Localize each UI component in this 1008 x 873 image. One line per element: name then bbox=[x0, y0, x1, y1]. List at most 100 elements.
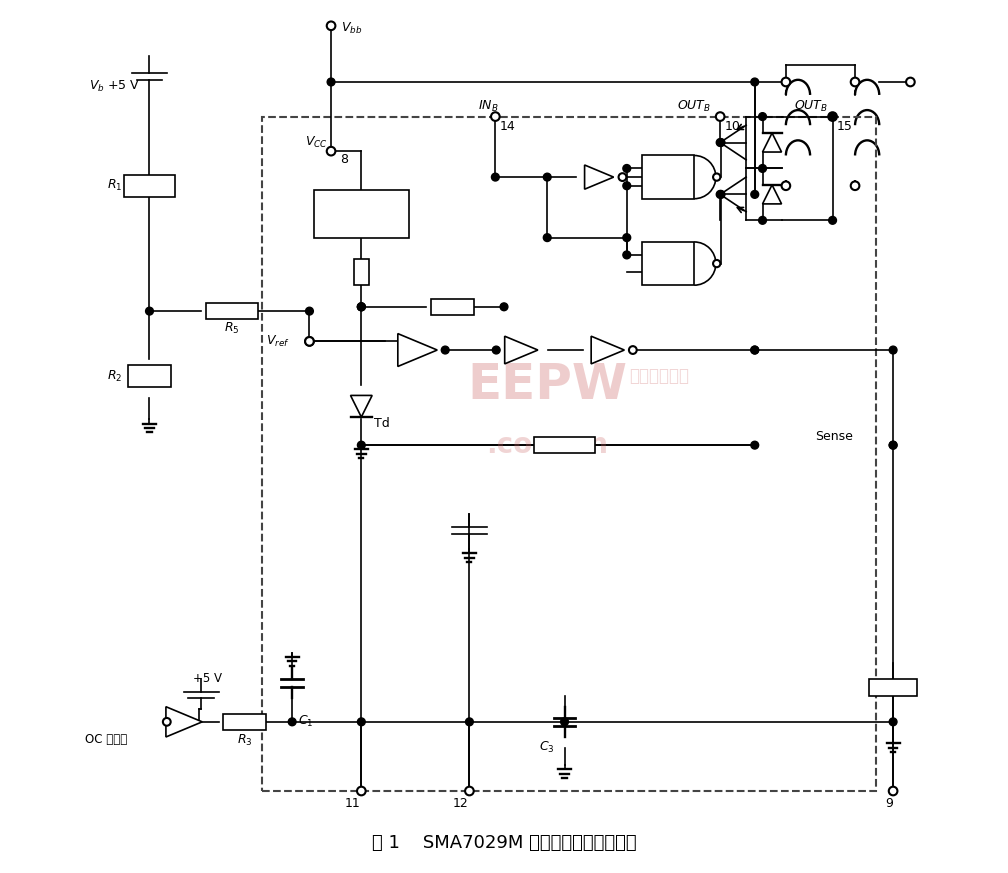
Text: +5 V: +5 V bbox=[193, 672, 222, 685]
Text: 12: 12 bbox=[453, 797, 469, 810]
Text: .com.cn: .com.cn bbox=[486, 431, 608, 459]
Circle shape bbox=[543, 173, 551, 181]
Text: $R_1$: $R_1$ bbox=[107, 178, 123, 193]
Polygon shape bbox=[166, 707, 203, 737]
Bar bbox=[124, 175, 175, 196]
Text: 10: 10 bbox=[725, 120, 740, 134]
Text: 图 1    SMA7029M 的内部结构及外围电路: 图 1 SMA7029M 的内部结构及外围电路 bbox=[372, 834, 636, 852]
Bar bbox=[642, 242, 695, 285]
Text: $V_{ref}$: $V_{ref}$ bbox=[266, 333, 290, 349]
Circle shape bbox=[500, 303, 508, 311]
Circle shape bbox=[328, 78, 335, 86]
Polygon shape bbox=[398, 333, 437, 367]
Circle shape bbox=[358, 303, 365, 311]
Bar bbox=[869, 678, 917, 696]
Circle shape bbox=[713, 260, 721, 267]
Polygon shape bbox=[762, 133, 781, 152]
Text: $V_{bb}$: $V_{bb}$ bbox=[342, 21, 363, 36]
Circle shape bbox=[623, 251, 631, 258]
Text: $R_3$: $R_3$ bbox=[237, 733, 252, 748]
Circle shape bbox=[358, 303, 365, 311]
Bar bbox=[354, 259, 369, 285]
Text: OC 反相器: OC 反相器 bbox=[85, 732, 127, 746]
Circle shape bbox=[717, 190, 724, 198]
Text: Td: Td bbox=[374, 417, 390, 430]
Circle shape bbox=[288, 718, 296, 725]
Circle shape bbox=[829, 113, 837, 120]
Text: 9: 9 bbox=[885, 797, 893, 810]
Text: $V_b$ +5 V: $V_b$ +5 V bbox=[89, 79, 140, 94]
Text: Sense: Sense bbox=[815, 430, 853, 443]
Text: 電子產品世界: 電子產品世界 bbox=[630, 367, 689, 385]
Circle shape bbox=[466, 718, 474, 725]
Circle shape bbox=[358, 303, 365, 311]
Circle shape bbox=[889, 346, 897, 354]
Bar bbox=[313, 190, 409, 237]
Circle shape bbox=[751, 190, 759, 198]
Text: REG: REG bbox=[346, 207, 377, 221]
Circle shape bbox=[629, 346, 637, 354]
Circle shape bbox=[717, 139, 725, 147]
Circle shape bbox=[713, 174, 721, 181]
Circle shape bbox=[327, 22, 336, 30]
Polygon shape bbox=[505, 336, 538, 364]
Text: +: + bbox=[401, 339, 409, 349]
Circle shape bbox=[889, 787, 897, 795]
Circle shape bbox=[889, 718, 897, 725]
Circle shape bbox=[623, 234, 631, 242]
Circle shape bbox=[163, 718, 170, 725]
Circle shape bbox=[619, 173, 626, 181]
Circle shape bbox=[492, 173, 499, 181]
Polygon shape bbox=[591, 336, 624, 364]
Circle shape bbox=[829, 217, 837, 224]
Circle shape bbox=[357, 787, 366, 795]
Circle shape bbox=[751, 346, 759, 354]
Text: 15: 15 bbox=[837, 120, 853, 134]
Circle shape bbox=[543, 234, 551, 242]
Text: $R_5$: $R_5$ bbox=[224, 321, 239, 336]
Circle shape bbox=[751, 346, 759, 354]
Bar bbox=[642, 155, 695, 199]
Text: $C_3$: $C_3$ bbox=[539, 740, 555, 755]
Circle shape bbox=[759, 165, 766, 172]
Bar bbox=[206, 303, 258, 319]
Text: $OUT_B$: $OUT_B$ bbox=[677, 99, 711, 113]
Circle shape bbox=[717, 190, 725, 198]
Bar bbox=[430, 299, 474, 314]
Circle shape bbox=[781, 182, 790, 190]
Circle shape bbox=[889, 441, 897, 449]
Circle shape bbox=[751, 78, 759, 86]
Circle shape bbox=[492, 346, 500, 354]
Circle shape bbox=[358, 441, 365, 449]
Text: 11: 11 bbox=[345, 797, 361, 810]
Circle shape bbox=[145, 307, 153, 315]
Text: $C_1$: $C_1$ bbox=[298, 714, 313, 729]
Text: $R_2$: $R_2$ bbox=[107, 368, 123, 383]
Circle shape bbox=[889, 441, 897, 449]
Circle shape bbox=[906, 78, 914, 86]
Circle shape bbox=[623, 165, 631, 172]
Text: $IN_B$: $IN_B$ bbox=[478, 99, 499, 113]
Bar bbox=[534, 437, 595, 453]
Circle shape bbox=[751, 441, 759, 449]
Polygon shape bbox=[762, 185, 781, 204]
Circle shape bbox=[759, 113, 766, 120]
Circle shape bbox=[442, 346, 450, 354]
Circle shape bbox=[716, 113, 725, 120]
Circle shape bbox=[305, 337, 313, 346]
Circle shape bbox=[465, 787, 474, 795]
Circle shape bbox=[305, 337, 313, 346]
Text: +: + bbox=[507, 340, 515, 350]
Text: 14: 14 bbox=[500, 120, 515, 134]
Circle shape bbox=[305, 307, 313, 315]
Polygon shape bbox=[585, 165, 614, 189]
Text: $OUT_B$: $OUT_B$ bbox=[793, 99, 828, 113]
Circle shape bbox=[851, 78, 860, 86]
Circle shape bbox=[759, 217, 766, 224]
Text: EEPW: EEPW bbox=[468, 361, 627, 409]
Circle shape bbox=[851, 182, 860, 190]
Text: −: − bbox=[400, 351, 409, 361]
Circle shape bbox=[327, 147, 336, 155]
Bar bbox=[223, 714, 266, 730]
Text: 8: 8 bbox=[340, 154, 348, 167]
